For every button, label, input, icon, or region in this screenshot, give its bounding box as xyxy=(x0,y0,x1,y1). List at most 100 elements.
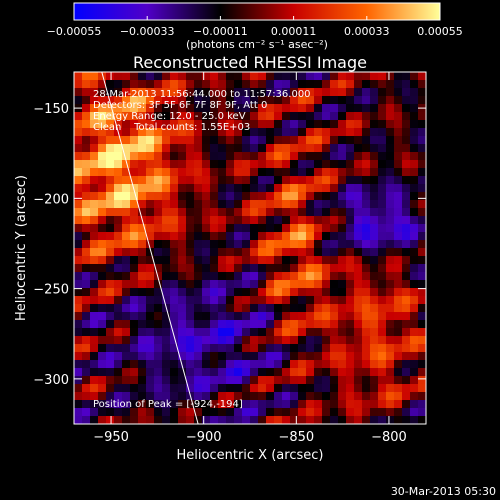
heatmap-cell xyxy=(106,184,115,193)
heatmap-cell xyxy=(346,232,355,241)
heatmap-cell xyxy=(170,248,179,257)
heatmap-cell xyxy=(170,184,179,193)
heatmap-cell xyxy=(234,336,243,345)
heatmap-cell xyxy=(274,104,283,113)
heatmap-cell xyxy=(298,240,307,249)
heatmap-cell xyxy=(186,72,195,81)
heatmap-cell xyxy=(162,416,171,424)
heatmap-cell xyxy=(98,168,107,177)
heatmap-cell xyxy=(82,128,91,137)
heatmap-cell xyxy=(266,224,275,233)
heatmap-cell xyxy=(82,104,91,113)
heatmap-cell xyxy=(282,80,291,89)
heatmap-cell xyxy=(274,304,283,313)
heatmap-cell xyxy=(218,248,227,257)
heatmap-cell xyxy=(386,376,395,385)
heatmap-cell xyxy=(386,96,395,105)
heatmap-cell xyxy=(250,168,259,177)
heatmap-cell xyxy=(202,288,211,297)
heatmap-cell xyxy=(322,352,331,361)
heatmap-cell xyxy=(258,272,267,281)
heatmap-cell xyxy=(114,96,123,105)
heatmap-cell xyxy=(266,80,275,89)
heatmap-cell xyxy=(242,288,251,297)
heatmap-cell xyxy=(114,360,123,369)
heatmap-cell xyxy=(234,72,243,81)
heatmap-cell xyxy=(330,88,339,97)
heatmap-cell xyxy=(378,256,387,265)
heatmap-cell xyxy=(394,416,403,424)
heatmap-cell xyxy=(354,320,363,329)
heatmap-cell xyxy=(338,80,347,89)
heatmap-cell xyxy=(354,344,363,353)
heatmap-cell xyxy=(90,200,99,209)
heatmap-cell xyxy=(178,376,187,385)
heatmap-cell xyxy=(226,376,235,385)
heatmap-cell xyxy=(226,352,235,361)
heatmap-cell xyxy=(338,336,347,345)
heatmap-cell xyxy=(226,216,235,225)
heatmap-cell xyxy=(354,160,363,169)
colorbar-unit-label: (photons cm⁻² s⁻¹ asec⁻²) xyxy=(186,38,328,51)
heatmap-cell xyxy=(314,176,323,185)
heatmap-cell xyxy=(242,128,251,137)
colorbar-tick-label: 0.00033 xyxy=(344,25,390,38)
heatmap-cell xyxy=(394,72,403,81)
heatmap-cell xyxy=(346,160,355,169)
heatmap-cell xyxy=(362,272,371,281)
heatmap-cell xyxy=(330,408,339,417)
heatmap-cell xyxy=(146,400,155,409)
heatmap-cell xyxy=(154,72,163,81)
heatmap-cell xyxy=(322,312,331,321)
heatmap-cell xyxy=(258,304,267,313)
heatmap-cell xyxy=(346,344,355,353)
heatmap-cell xyxy=(386,152,395,161)
heatmap-cell xyxy=(402,216,411,225)
heatmap-cell xyxy=(314,232,323,241)
heatmap-cell xyxy=(178,312,187,321)
heatmap-cell xyxy=(242,96,251,105)
heatmap-cell xyxy=(122,128,131,137)
heatmap-cell xyxy=(410,216,419,225)
heatmap-cell xyxy=(162,184,171,193)
heatmap-cell xyxy=(178,328,187,337)
heatmap-cell xyxy=(306,408,315,417)
heatmap-cell xyxy=(322,72,331,81)
heatmap-cell xyxy=(306,400,315,409)
y-tick-label: −300 xyxy=(33,373,69,388)
heatmap-cell xyxy=(122,192,131,201)
heatmap-cell xyxy=(114,408,123,417)
heatmap-cell xyxy=(226,80,235,89)
heatmap-cell xyxy=(90,240,99,249)
heatmap-cell xyxy=(98,160,107,169)
heatmap-cell xyxy=(338,144,347,153)
heatmap-cell xyxy=(322,336,331,345)
observation-info: 28-Mar-2013 11:56:44.000 to 11:57:36.000… xyxy=(93,89,311,133)
y-tick-label: −200 xyxy=(33,192,69,207)
heatmap-cell xyxy=(146,264,155,273)
heatmap-cell xyxy=(74,160,83,169)
heatmap-cell xyxy=(130,144,139,153)
heatmap-cell xyxy=(402,296,411,305)
heatmap-cell xyxy=(258,120,267,129)
heatmap-cell xyxy=(314,144,323,153)
heatmap-cell xyxy=(162,144,171,153)
heatmap-cell xyxy=(282,384,291,393)
heatmap-cell xyxy=(162,384,171,393)
heatmap-cell xyxy=(402,80,411,89)
heatmap-cell xyxy=(266,320,275,329)
heatmap-cell xyxy=(130,320,139,329)
heatmap-cell xyxy=(410,192,419,201)
heatmap-cell xyxy=(74,232,83,241)
heatmap-cell xyxy=(362,312,371,321)
heatmap-cell xyxy=(346,128,355,137)
heatmap-cell xyxy=(354,192,363,201)
heatmap-cell xyxy=(130,112,139,121)
heatmap-cell xyxy=(338,120,347,129)
heatmap-cell xyxy=(186,328,195,337)
heatmap-cell xyxy=(402,264,411,273)
heatmap-cell xyxy=(306,72,315,81)
heatmap-cell xyxy=(186,200,195,209)
heatmap-cell xyxy=(98,344,107,353)
heatmap-cell xyxy=(250,280,259,289)
